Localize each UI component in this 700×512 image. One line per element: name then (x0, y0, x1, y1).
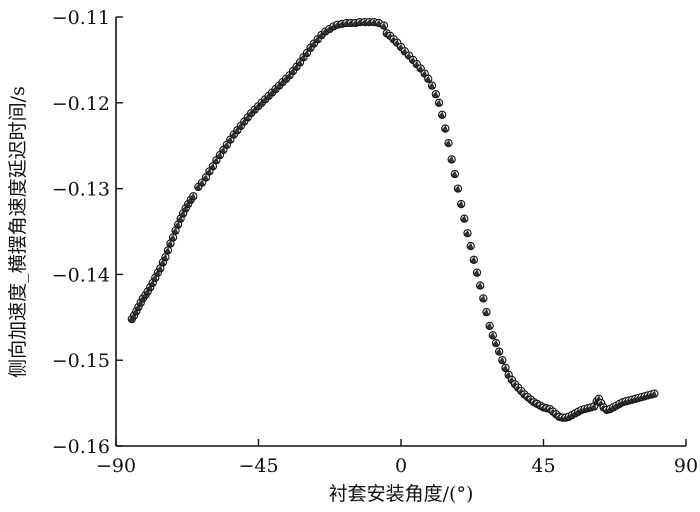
y-tick-label: −0.13 (52, 179, 110, 201)
data-point (457, 199, 466, 209)
y-axis-label: 侧向加速度_横摆角速度延迟时间/s (7, 86, 29, 378)
data-point (201, 173, 211, 182)
data-point (466, 241, 475, 251)
data-point (476, 281, 485, 290)
data-point (463, 229, 472, 238)
y-tick-label: −0.14 (52, 264, 110, 286)
data-point (482, 308, 491, 317)
x-tick-label: 0 (395, 455, 407, 477)
data-point (441, 124, 450, 133)
data-point (650, 389, 659, 398)
y-tick-label: −0.15 (52, 350, 110, 372)
data-point (495, 347, 504, 356)
data-point (173, 220, 183, 229)
data-point (438, 110, 447, 119)
data-point (447, 155, 456, 164)
data-point (434, 98, 444, 107)
data-point (491, 338, 501, 348)
data-points (127, 17, 659, 422)
data-point (453, 184, 463, 193)
x-tick-label: 45 (531, 455, 555, 477)
data-point (424, 74, 433, 83)
data-point (163, 246, 173, 255)
data-point (431, 90, 440, 99)
data-point (208, 162, 218, 171)
data-point (168, 233, 178, 242)
data-point (498, 356, 507, 365)
data-point (469, 255, 478, 264)
data-point (472, 268, 482, 277)
data-point (427, 81, 437, 90)
data-point (166, 239, 175, 248)
y-tick-label: −0.12 (52, 93, 110, 115)
y-tick-label: −0.16 (52, 436, 110, 458)
x-axis-label: 衬套安装角度/(°) (329, 483, 474, 505)
axis-labels: 衬套安装角度/(°) 侧向加速度_横摆角速度延迟时间/s (7, 86, 473, 505)
data-point (479, 294, 488, 303)
data-point (379, 21, 389, 30)
y-tick-label: −0.11 (52, 7, 110, 29)
x-tick-label: −90 (96, 455, 136, 477)
data-point (189, 192, 198, 201)
axes: −90 −45 0 45 90 −0.16 −0.15 −0.14 −0.13 −0.12 −0.1… (52, 7, 698, 477)
data-point (444, 138, 453, 148)
data-point (488, 331, 497, 340)
data-point (501, 363, 510, 373)
data-point (161, 253, 170, 262)
data-point (485, 321, 494, 331)
x-tick-label: 90 (674, 455, 698, 477)
data-point (460, 214, 469, 223)
data-point (450, 169, 459, 179)
x-tick-label: −45 (238, 455, 278, 477)
